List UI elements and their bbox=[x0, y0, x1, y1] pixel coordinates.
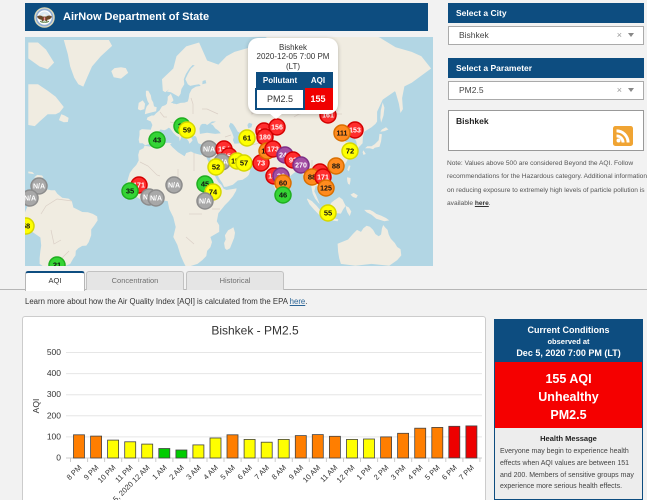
svg-text:4 PM: 4 PM bbox=[406, 463, 425, 482]
svg-text:93: 93 bbox=[289, 156, 297, 165]
svg-text:200: 200 bbox=[47, 410, 61, 420]
svg-text:1 AM: 1 AM bbox=[150, 463, 168, 481]
svg-text:N/A: N/A bbox=[203, 147, 215, 154]
svg-text:100: 100 bbox=[47, 431, 61, 441]
svg-text:74: 74 bbox=[209, 188, 218, 197]
svg-text:6 AM: 6 AM bbox=[236, 463, 254, 481]
svg-text:N/A: N/A bbox=[150, 196, 162, 203]
svg-text:171: 171 bbox=[317, 175, 329, 182]
svg-text:59: 59 bbox=[183, 126, 191, 135]
svg-text:3 PM: 3 PM bbox=[389, 463, 408, 482]
svg-text:300: 300 bbox=[47, 389, 61, 399]
svg-text:35: 35 bbox=[126, 187, 134, 196]
svg-text:6 PM: 6 PM bbox=[440, 463, 459, 482]
svg-text:3 AM: 3 AM bbox=[184, 463, 202, 481]
svg-text:72: 72 bbox=[346, 147, 354, 156]
svg-text:21: 21 bbox=[53, 261, 61, 267]
svg-text:5 AM: 5 AM bbox=[218, 463, 236, 481]
svg-text:0: 0 bbox=[56, 453, 61, 463]
svg-text:57: 57 bbox=[240, 159, 248, 168]
svg-text:7 AM: 7 AM bbox=[253, 463, 271, 481]
svg-text:8 AM: 8 AM bbox=[270, 463, 288, 481]
svg-text:173: 173 bbox=[267, 147, 279, 154]
svg-text:400: 400 bbox=[47, 368, 61, 378]
svg-text:270: 270 bbox=[295, 163, 307, 170]
svg-text:55: 55 bbox=[324, 209, 332, 218]
svg-text:7 PM: 7 PM bbox=[457, 463, 476, 482]
svg-text:52: 52 bbox=[212, 163, 220, 172]
svg-text:171: 171 bbox=[133, 183, 145, 190]
svg-text:58: 58 bbox=[25, 222, 30, 231]
svg-text:AQI: AQI bbox=[31, 399, 41, 414]
svg-text:12 PM: 12 PM bbox=[335, 463, 357, 485]
svg-text:5 PM: 5 PM bbox=[423, 463, 442, 482]
svg-text:88: 88 bbox=[308, 173, 316, 182]
svg-text:10 AM: 10 AM bbox=[301, 463, 322, 484]
svg-text:156: 156 bbox=[271, 125, 283, 132]
svg-text:243: 243 bbox=[279, 153, 291, 160]
svg-text:N/A: N/A bbox=[168, 183, 180, 190]
svg-text:60: 60 bbox=[279, 179, 287, 188]
svg-text:153: 153 bbox=[349, 128, 361, 135]
svg-text:500: 500 bbox=[47, 347, 61, 357]
svg-text:2 PM: 2 PM bbox=[372, 463, 391, 482]
svg-text:125: 125 bbox=[320, 186, 332, 193]
svg-text:8 PM: 8 PM bbox=[65, 463, 84, 482]
svg-text:46: 46 bbox=[279, 191, 287, 200]
svg-text:2 AM: 2 AM bbox=[167, 463, 185, 481]
svg-text:N/A: N/A bbox=[199, 199, 211, 206]
svg-text:180: 180 bbox=[259, 135, 271, 142]
svg-text:N/A: N/A bbox=[25, 196, 36, 203]
svg-text:73: 73 bbox=[257, 159, 265, 168]
svg-text:45: 45 bbox=[201, 180, 209, 189]
svg-text:4 AM: 4 AM bbox=[201, 463, 219, 481]
svg-text:10 PM: 10 PM bbox=[96, 463, 118, 485]
svg-text:111: 111 bbox=[337, 131, 348, 138]
svg-text:43: 43 bbox=[153, 136, 161, 145]
svg-text:88: 88 bbox=[332, 162, 340, 171]
svg-text:1 PM: 1 PM bbox=[355, 463, 374, 482]
svg-text:Bishkek - PM2.5: Bishkek - PM2.5 bbox=[211, 324, 299, 338]
svg-text:61: 61 bbox=[243, 134, 251, 143]
svg-text:161: 161 bbox=[322, 113, 334, 120]
svg-text:N/A: N/A bbox=[33, 184, 45, 191]
